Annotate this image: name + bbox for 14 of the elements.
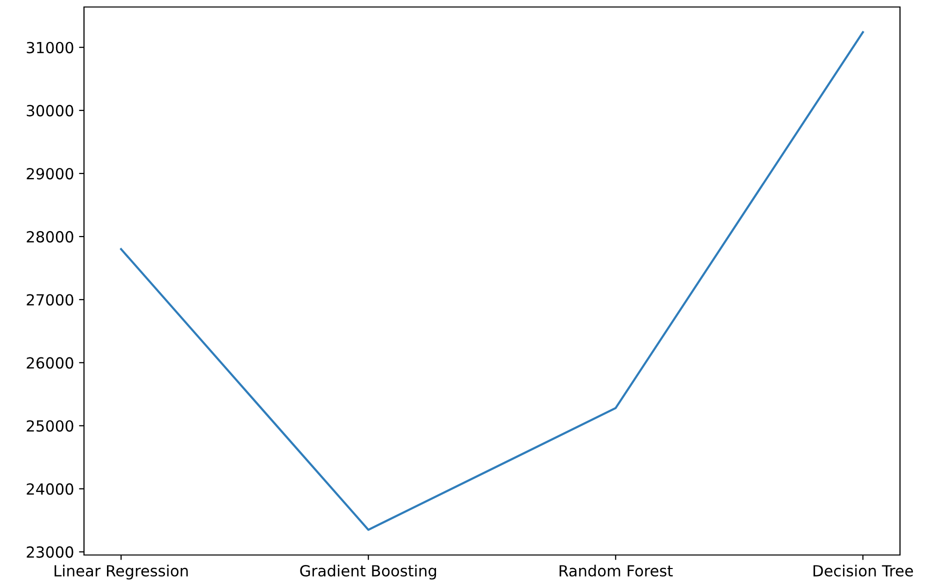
x-tick-label: Decision Tree	[814, 564, 913, 577]
y-tick-label: 30000	[26, 104, 74, 116]
y-tick-label: 23000	[26, 546, 74, 558]
y-tick-label: 31000	[26, 42, 74, 54]
y-tick-label: 27000	[26, 294, 74, 306]
x-tick-label: Random Forest	[560, 564, 673, 577]
x-tick-label: Linear Regression	[54, 564, 188, 580]
y-tick-label: 25000	[26, 420, 74, 432]
y-tick-label: 29000	[26, 168, 74, 180]
y-tick-label: 24000	[26, 483, 74, 495]
y-tick-label: 28000	[26, 231, 74, 243]
y-tick-label: 26000	[26, 357, 74, 369]
x-tick-label: Gradient Boosting	[300, 564, 436, 580]
line-series	[120, 31, 864, 531]
